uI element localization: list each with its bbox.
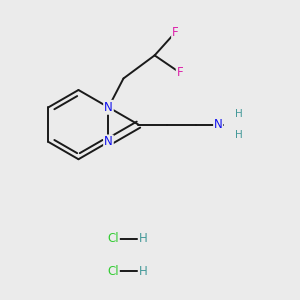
Text: N: N (104, 135, 113, 148)
Text: H: H (139, 265, 148, 278)
Text: F: F (177, 66, 183, 79)
Text: Cl: Cl (107, 232, 119, 245)
Text: N: N (104, 101, 113, 114)
Text: Cl: Cl (107, 265, 119, 278)
Text: H: H (235, 130, 243, 140)
Text: N: N (214, 118, 223, 131)
Text: F: F (172, 26, 179, 39)
Text: H: H (139, 232, 148, 245)
Text: H: H (235, 109, 243, 119)
